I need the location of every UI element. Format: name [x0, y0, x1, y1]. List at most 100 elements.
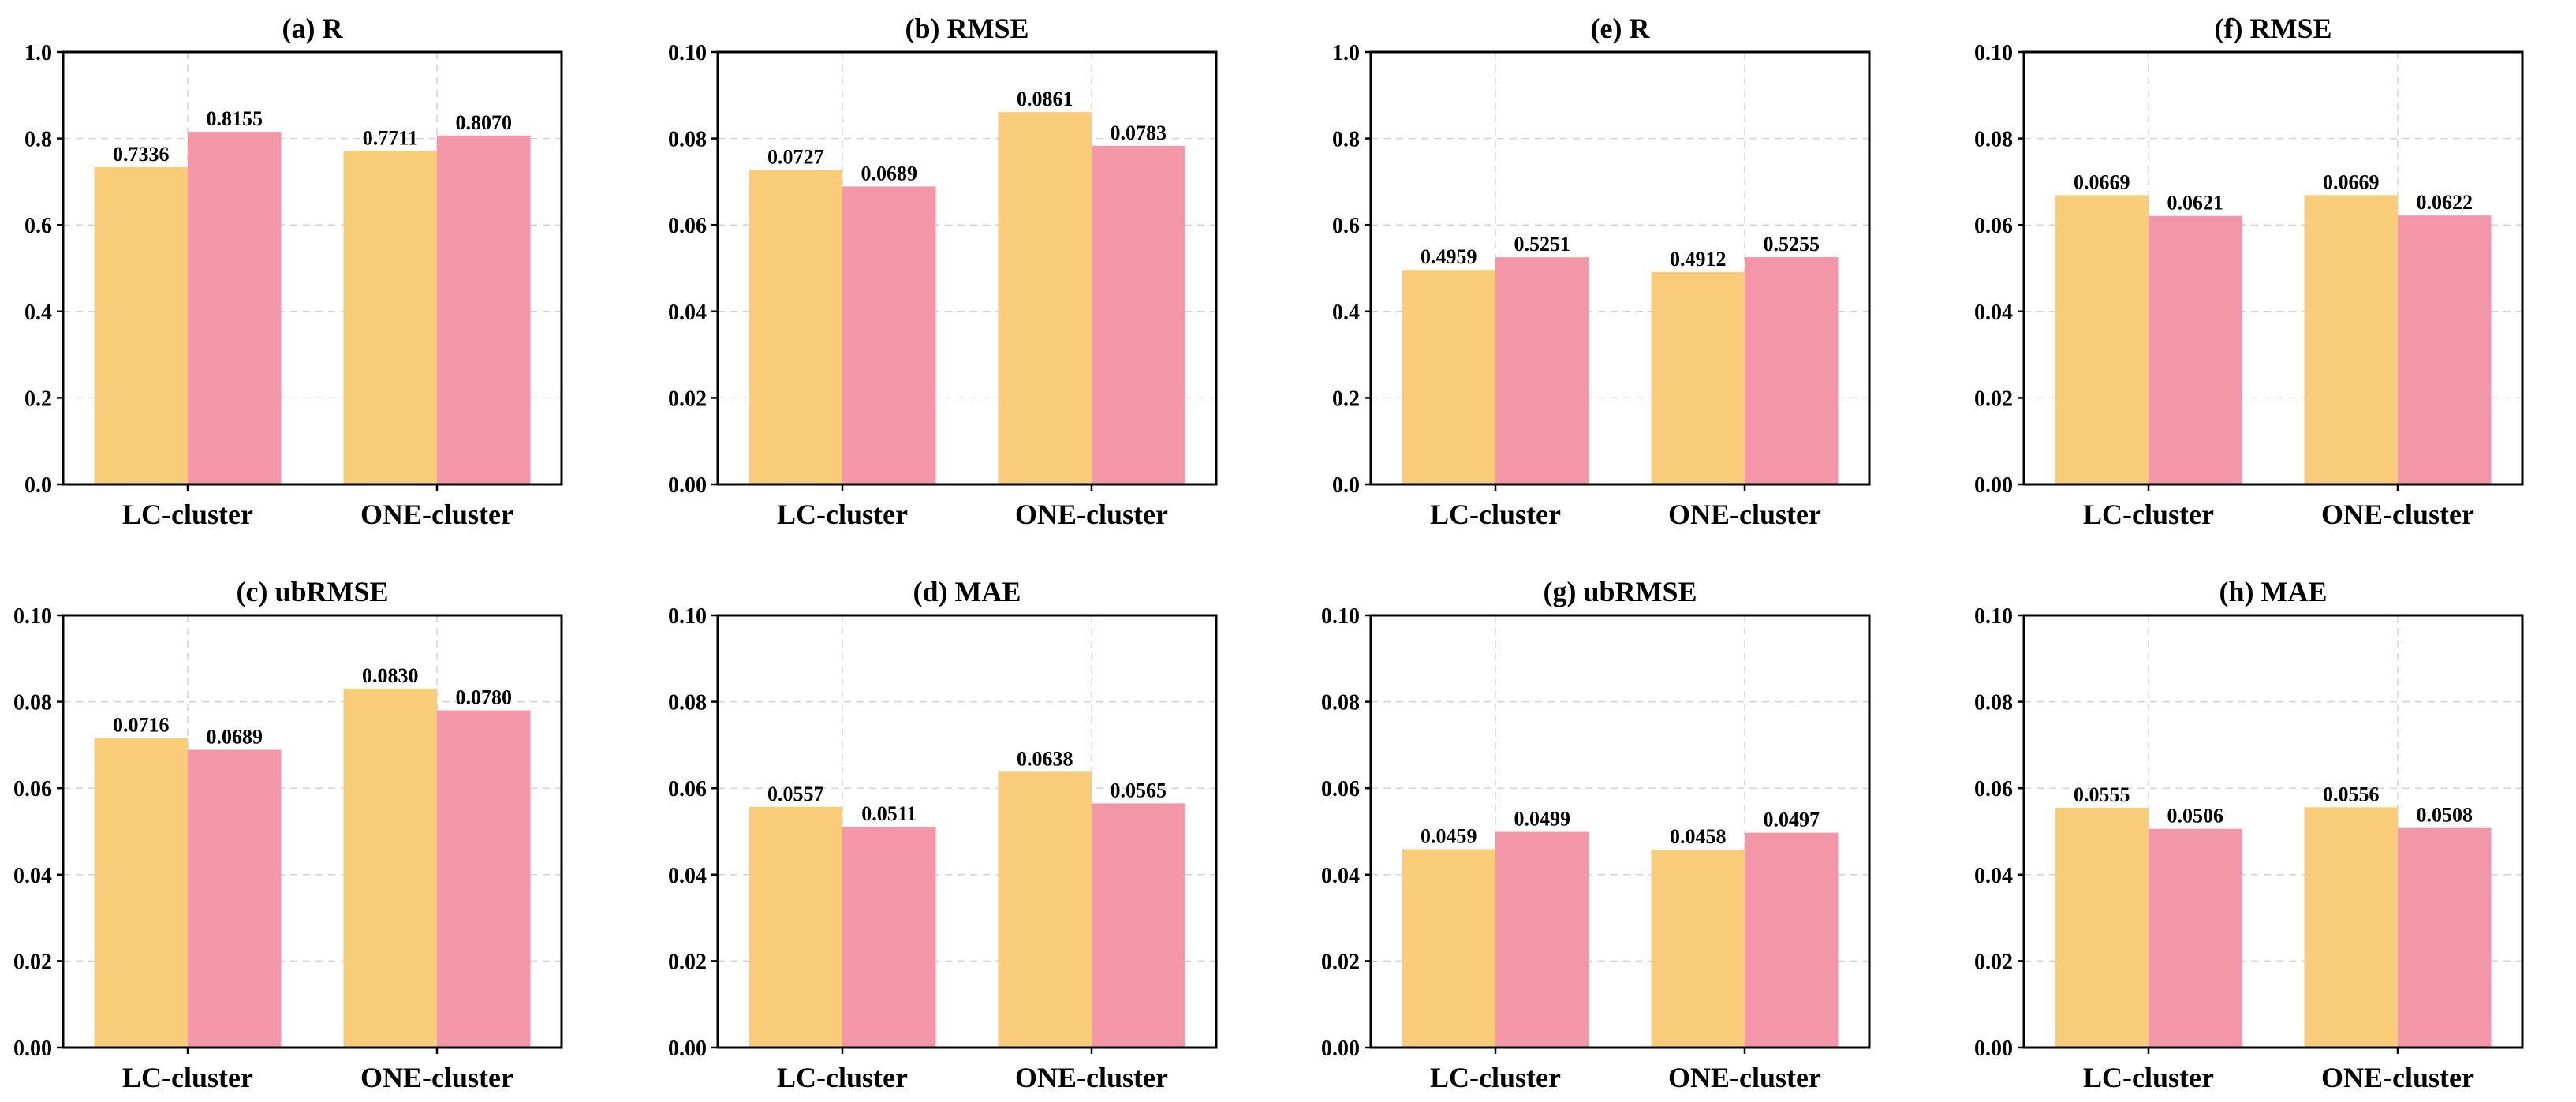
data-label: 0.0669	[2323, 170, 2380, 193]
y-tick-label: 0.00	[668, 1037, 707, 1061]
x-category-label: LC-cluster	[1430, 1062, 1561, 1093]
data-label: 0.0458	[1670, 825, 1727, 848]
y-tick-label: 0.04	[1974, 864, 2013, 888]
chart-panel-1: 0.7336 0.7711 0.8155 0.8070 0.0 0.2 0.4 0.6 0.8 1…	[24, 13, 563, 530]
data-label: 0.4912	[1670, 248, 1727, 271]
y-tick-label: 0.00	[1321, 1037, 1360, 1061]
y-tick-label: 0.04	[13, 864, 52, 888]
y-tick-label: 0.06	[1974, 777, 2013, 801]
y-tick-label: 0.08	[13, 691, 52, 715]
bar-series1-LC-cluster	[749, 170, 842, 484]
bar-series2-ONE-cluster	[1745, 832, 1839, 1048]
x-category-label: ONE-cluster	[1668, 499, 1821, 530]
bar-series1-LC-cluster	[2055, 195, 2149, 484]
data-label: 0.4959	[1421, 245, 1477, 268]
chart-panel-3: 0.4959 0.4912 0.5251 0.5255 0.0 0.2 0.4 0.6 0.8 1…	[1332, 13, 1871, 530]
bar-series1-ONE-cluster	[998, 112, 1092, 484]
y-tick-label: 0.00	[1974, 473, 2013, 498]
data-label: 0.0565	[1111, 779, 1167, 801]
data-label: 0.5251	[1514, 233, 1571, 256]
y-tick-label: 0.04	[668, 864, 707, 888]
bar-series1-ONE-cluster	[343, 689, 437, 1048]
y-tick-label: 0.08	[1321, 691, 1360, 715]
x-category-label: ONE-cluster	[1015, 1062, 1168, 1093]
y-tick-label: 0.10	[668, 604, 707, 629]
plot-frame	[716, 50, 1218, 486]
chart-panel-8: 0.0555 0.0556 0.0506 0.0508 0.00 0.02 0.04 0.06…	[1974, 576, 2524, 1093]
y-tick-label: 0.02	[668, 387, 707, 411]
bar-series2-ONE-cluster	[437, 710, 531, 1048]
x-category-label: LC-cluster	[777, 499, 908, 530]
bar-series2-LC-cluster	[2149, 828, 2242, 1048]
data-label: 0.0622	[2417, 191, 2473, 214]
y-tick-label: 0.06	[668, 777, 707, 801]
data-label: 0.8155	[207, 107, 263, 130]
y-tick-label: 0.10	[13, 604, 52, 629]
bar-series2-ONE-cluster	[1745, 257, 1839, 484]
y-tick-label: 0.0	[1332, 473, 1360, 498]
y-tick-label: 0.04	[668, 301, 707, 325]
x-category-label: LC-cluster	[1430, 499, 1561, 530]
data-label: 0.0689	[861, 162, 918, 185]
data-label: 0.0511	[861, 802, 917, 825]
y-tick-label: 0.02	[1974, 950, 2013, 974]
y-tick-label: 0.04	[1974, 301, 2013, 325]
bar-series2-LC-cluster	[188, 132, 282, 484]
y-tick-label: 0.10	[1974, 604, 2013, 629]
chart-panel-2: 0.0727 0.0861 0.0689 0.0783 0.00 0.02 0.04 0.06…	[668, 13, 1218, 530]
data-label: 0.0497	[1764, 809, 1820, 831]
y-tick-label: 0.0	[24, 473, 52, 498]
x-category-label: LC-cluster	[122, 499, 253, 530]
y-tick-label: 0.08	[668, 691, 707, 715]
y-tick-label: 0.02	[1974, 387, 2013, 411]
data-label: 0.0861	[1017, 88, 1073, 110]
data-label: 0.0689	[207, 725, 263, 748]
bar-series2-ONE-cluster	[1092, 803, 1185, 1048]
y-tick-label: 0.02	[668, 950, 707, 974]
bar-series2-LC-cluster	[1495, 831, 1589, 1048]
plot-frame	[1369, 50, 1871, 486]
data-label: 0.0716	[113, 714, 170, 737]
data-label: 0.0669	[2074, 170, 2130, 193]
chart-panel-6: 0.0557 0.0638 0.0511 0.0565 0.00 0.02 0.04 0.06…	[668, 576, 1218, 1093]
x-category-label: ONE-cluster	[2321, 499, 2474, 530]
chart-title: (f) RMSE	[2215, 13, 2332, 44]
data-label: 0.0727	[767, 146, 824, 169]
bar-series1-ONE-cluster	[343, 151, 437, 484]
x-category-label: ONE-cluster	[1668, 1062, 1821, 1093]
data-label: 0.0780	[456, 686, 513, 709]
x-category-label: LC-cluster	[2083, 499, 2214, 530]
y-tick-label: 0.08	[1974, 128, 2013, 152]
plot-frame	[716, 614, 1218, 1049]
data-label: 0.8070	[456, 111, 513, 134]
bar-series2-LC-cluster	[842, 186, 936, 485]
bar-series2-ONE-cluster	[437, 135, 531, 485]
bar-series1-ONE-cluster	[2304, 807, 2398, 1048]
chart-panel-5: 0.0716 0.0830 0.0689 0.0780 0.00 0.02 0.04 0.06…	[13, 576, 563, 1093]
bar-series1-LC-cluster	[1402, 849, 1495, 1048]
data-label: 0.5255	[1764, 233, 1820, 256]
bar-series1-ONE-cluster	[998, 771, 1092, 1048]
y-tick-label: 0.06	[668, 214, 707, 238]
bar-series1-LC-cluster	[749, 806, 842, 1048]
y-tick-label: 0.00	[13, 1037, 52, 1061]
plot-frame	[2022, 50, 2524, 486]
y-tick-label: 0.8	[1332, 128, 1360, 152]
y-tick-label: 0.00	[1974, 1037, 2013, 1061]
plot-frame	[62, 50, 563, 486]
x-category-label: LC-cluster	[2083, 1062, 2214, 1093]
bar-series2-LC-cluster	[842, 826, 936, 1048]
data-label: 0.0557	[767, 783, 824, 805]
bar-series1-LC-cluster	[1402, 270, 1495, 484]
data-label: 0.0506	[2167, 805, 2224, 827]
y-tick-label: 1.0	[24, 41, 52, 65]
chart-title: (a) R	[282, 13, 344, 44]
data-label: 0.0508	[2417, 804, 2473, 827]
y-tick-label: 0.10	[668, 41, 707, 65]
x-category-label: ONE-cluster	[360, 499, 513, 530]
bar-series1-LC-cluster	[2055, 807, 2149, 1048]
data-label: 0.0555	[2074, 783, 2130, 806]
bar-series1-LC-cluster	[94, 738, 188, 1048]
chart-panel-7: 0.0459 0.0458 0.0499 0.0497 0.00 0.02 0.04 0.06…	[1321, 576, 1871, 1093]
